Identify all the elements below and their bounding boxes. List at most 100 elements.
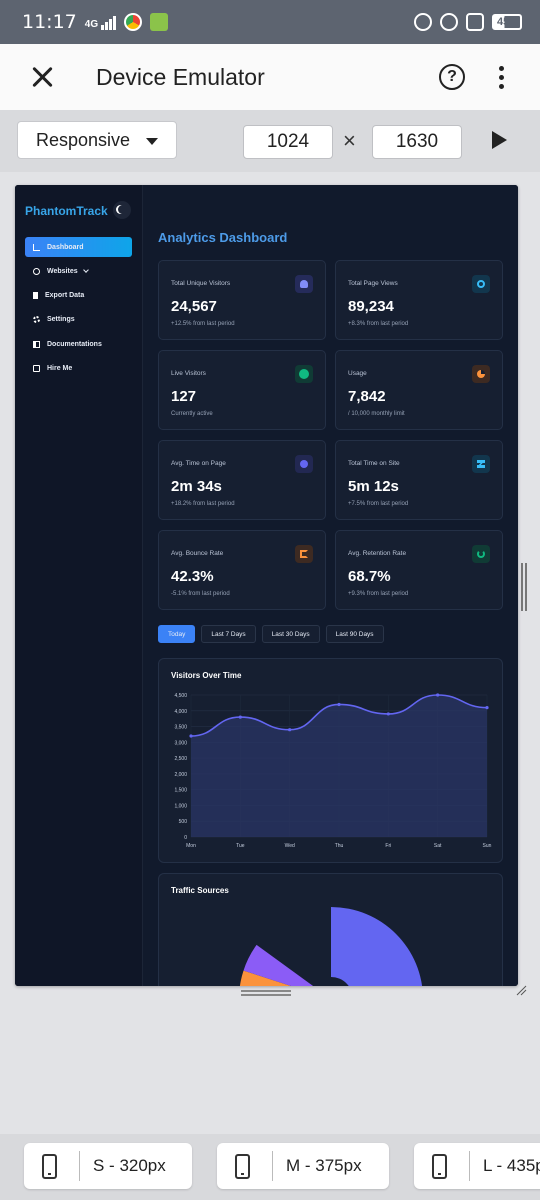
device-large-button[interactable]: L - 435px xyxy=(414,1143,540,1189)
stat-value: 2m 34s xyxy=(171,478,222,495)
nav-item-websites[interactable]: Websites xyxy=(25,261,132,281)
site-brand[interactable]: PhantomTrack xyxy=(25,204,108,218)
visitors-line-chart: 0 500 1,000 1,500 2,000 2,500 3,000 3,500 4,000 4… xyxy=(174,693,492,849)
times-symbol: × xyxy=(343,128,356,153)
stat-subtext: Currently active xyxy=(171,411,213,417)
eye-icon xyxy=(472,275,490,293)
data-point xyxy=(189,734,193,738)
nav-label: Websites xyxy=(47,267,78,275)
stat-value: 7,842 xyxy=(348,388,386,405)
stat-subtext: +12.5% from last period xyxy=(171,321,235,327)
stat-label: Total Unique Visitors xyxy=(171,280,231,287)
help-icon[interactable]: ? xyxy=(439,64,465,90)
app-notification-icon xyxy=(150,13,169,31)
traffic-pie-chart xyxy=(239,907,423,986)
stat-subtext: +7.5% from last period xyxy=(348,501,409,507)
stat-label: Live Visitors xyxy=(171,370,206,377)
x-tick-label: Sun xyxy=(483,843,492,849)
pie-icon xyxy=(472,365,490,383)
stat-card-unique-visitors: Total Unique Visitors 24,567 +12.5% from… xyxy=(158,260,326,340)
users-icon xyxy=(295,275,313,293)
close-icon[interactable] xyxy=(28,63,56,91)
stat-card-live-visitors: Live Visitors 127 Currently active xyxy=(158,350,326,430)
file-export-icon xyxy=(33,292,38,300)
live-dot-icon xyxy=(295,365,313,383)
site-sidebar: PhantomTrack Dashboard Websites Export D… xyxy=(15,185,143,986)
stat-value: 68.7% xyxy=(348,568,391,585)
corner-resize-icon[interactable] xyxy=(515,984,527,996)
signal-icon: 4G xyxy=(84,14,117,30)
mode-select[interactable]: Responsive xyxy=(17,121,177,159)
refresh-icon xyxy=(472,545,490,563)
stat-card-usage: Usage 7,842 / 10,000 monthly limit xyxy=(335,350,503,430)
stat-subtext: -5.1% from last period xyxy=(171,591,230,597)
network-type: 4G xyxy=(84,19,99,30)
nav-label: Hire Me xyxy=(47,364,73,372)
stat-value: 127 xyxy=(171,388,197,405)
y-tick-label: 3,500 xyxy=(174,725,187,731)
app-bar: Device Emulator ? xyxy=(0,44,540,110)
nav-item-hire-me[interactable]: Hire Me xyxy=(25,358,132,378)
y-tick-label: 4,000 xyxy=(174,709,187,715)
dnd-icon xyxy=(466,13,484,31)
stat-subtext: +8.3% from last period xyxy=(348,321,409,327)
stat-card-retention-rate: Avg. Retention Rate 68.7% +9.3% from las… xyxy=(335,530,503,610)
y-tick-label: 2,500 xyxy=(174,756,187,762)
nav-label: Export Data xyxy=(45,292,85,300)
nav-item-settings[interactable]: Settings xyxy=(25,310,132,330)
stat-card-avg-time-on-page: Avg. Time on Page 2m 34s +18.2% from las… xyxy=(158,440,326,520)
y-tick-label: 3,000 xyxy=(174,740,187,746)
data-point xyxy=(436,693,440,697)
nav-item-documentations[interactable]: Documentations xyxy=(25,334,132,354)
x-tick-label: Tue xyxy=(236,843,245,849)
play-icon[interactable] xyxy=(492,131,507,149)
device-medium-button[interactable]: M - 375px xyxy=(217,1143,389,1189)
data-point xyxy=(238,715,242,719)
device-small-button[interactable]: S - 320px xyxy=(24,1143,192,1189)
mode-select-value: Responsive xyxy=(36,130,131,150)
stat-label: Total Time on Site xyxy=(348,460,400,467)
stat-subtext: / 10,000 monthly limit xyxy=(348,411,405,417)
chart-title: Visitors Over Time xyxy=(171,671,242,680)
emulator-toolbar: Responsive 1024 × 1630 xyxy=(0,110,540,172)
x-tick-label: Sat xyxy=(434,843,442,849)
y-tick-label: 4,500 xyxy=(174,693,187,699)
height-input[interactable]: 1630 xyxy=(372,125,462,159)
y-tick-label: 1,500 xyxy=(174,788,187,794)
more-options-icon[interactable] xyxy=(499,65,504,89)
x-tick-label: Fri xyxy=(385,843,391,849)
chrome-icon xyxy=(124,13,143,31)
data-point xyxy=(337,702,341,707)
device-label: M - 375px xyxy=(286,1156,362,1175)
caret-down-icon xyxy=(146,138,158,145)
bottom-resize-handle[interactable] xyxy=(241,990,291,992)
stat-label: Total Page Views xyxy=(348,280,398,287)
stat-label: Avg. Time on Page xyxy=(171,460,226,467)
moon-icon[interactable] xyxy=(113,201,131,219)
site-main: Analytics Dashboard Total Unique Visitor… xyxy=(143,185,518,986)
vertical-resize-handle[interactable] xyxy=(521,563,527,611)
battery-icon: 45 xyxy=(492,14,522,30)
range-last-90-days[interactable]: Last 90 Days xyxy=(325,625,384,643)
pie-slice xyxy=(243,944,314,986)
briefcase-icon xyxy=(33,364,40,372)
site-nav: Dashboard Websites Export Data Settings … xyxy=(25,237,132,383)
range-last-30-days[interactable]: Last 30 Days xyxy=(261,625,320,643)
nav-item-dashboard[interactable]: Dashboard xyxy=(25,237,132,257)
x-tick-label: Thu xyxy=(335,843,344,849)
stat-value: 89,234 xyxy=(348,298,394,315)
globe-icon xyxy=(33,267,40,275)
nav-label: Settings xyxy=(47,316,75,324)
stat-label: Avg. Bounce Rate xyxy=(171,550,224,557)
range-last-7-days[interactable]: Last 7 Days xyxy=(201,625,256,643)
hourglass-icon xyxy=(472,455,490,473)
alarm-icon xyxy=(440,13,458,31)
clock: 11:17 xyxy=(22,11,77,33)
device-presets-bar: S - 320px M - 375px L - 435px xyxy=(0,1134,540,1200)
width-input[interactable]: 1024 xyxy=(243,125,333,159)
page-title: Analytics Dashboard xyxy=(158,230,288,245)
visitors-chart-panel: Visitors Over Time 0 500 1,000 1,500 2,000 2,… xyxy=(158,658,503,863)
nav-item-export-data[interactable]: Export Data xyxy=(25,286,132,306)
y-tick-label: 2,000 xyxy=(174,772,187,778)
range-today[interactable]: Today xyxy=(158,625,196,643)
